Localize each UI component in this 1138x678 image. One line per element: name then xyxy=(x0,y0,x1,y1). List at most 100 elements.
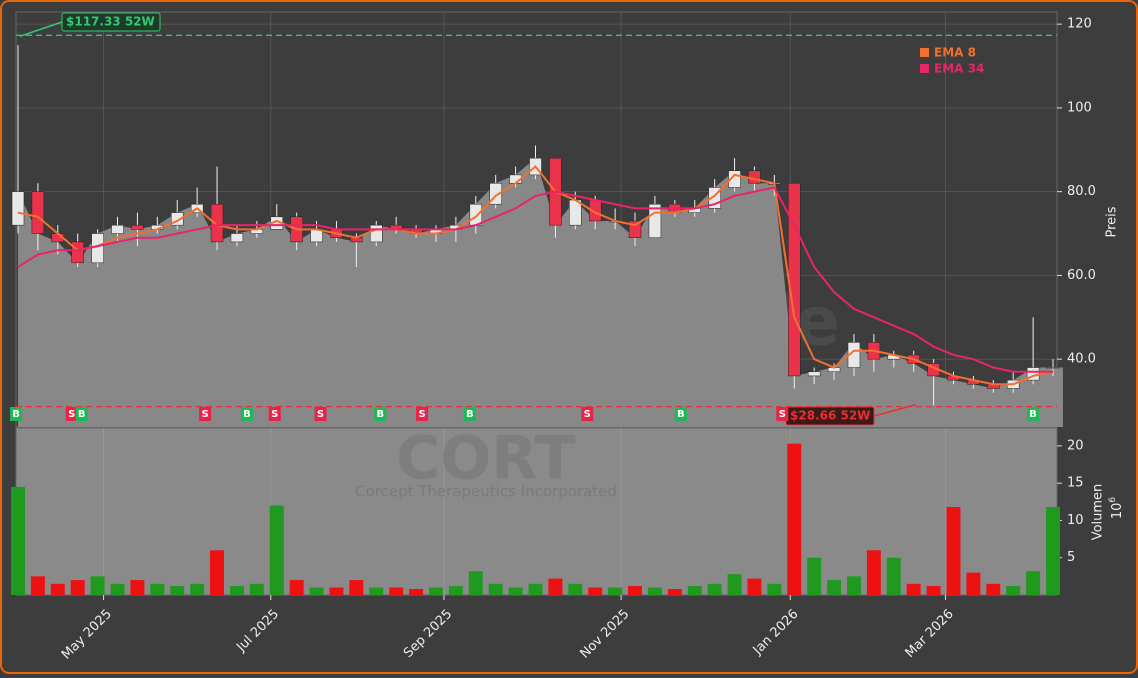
volume-bar xyxy=(827,580,842,595)
signal-box xyxy=(65,407,78,421)
candle-body xyxy=(230,233,244,243)
signal-box xyxy=(581,407,594,421)
volume-bar xyxy=(588,587,603,595)
signal-box xyxy=(374,407,387,421)
volume-bar xyxy=(1046,507,1060,595)
legend-label: EMA 34 xyxy=(934,62,984,76)
y-tick-label: 40.0 xyxy=(1067,352,1096,367)
volume-bar xyxy=(508,587,523,595)
y-tick-label: 15 xyxy=(1067,476,1084,491)
legend-swatch xyxy=(920,48,929,57)
volume-bar xyxy=(170,586,185,595)
signal-label: B xyxy=(466,409,474,420)
volume-bar xyxy=(628,586,642,595)
y-tick-label: 10 xyxy=(1067,513,1084,528)
volume-bar xyxy=(11,486,25,595)
volume-bar xyxy=(1026,571,1041,595)
volume-bar xyxy=(1006,586,1021,595)
volume-bar xyxy=(150,583,165,595)
candle-body xyxy=(71,241,84,264)
ema-line xyxy=(17,165,1054,386)
annotation-arrow xyxy=(19,21,63,38)
signal-box xyxy=(1027,407,1040,421)
volume-bar xyxy=(468,571,483,595)
volume-bar xyxy=(528,583,543,595)
signal-box xyxy=(10,407,22,421)
signal-label: B xyxy=(243,409,251,420)
signal-box xyxy=(463,407,476,421)
volume-bar xyxy=(329,587,344,595)
volume-bar xyxy=(747,578,762,595)
candle-body xyxy=(708,187,721,209)
legend-label: EMA 8 xyxy=(934,46,976,60)
volume-bar xyxy=(608,587,623,595)
annotation-box xyxy=(61,12,161,32)
candle-body xyxy=(91,233,104,264)
signal-box xyxy=(240,407,253,421)
y-axis-label: Preis xyxy=(1105,206,1120,237)
candle-body xyxy=(210,203,224,243)
y-tick-label: 60.0 xyxy=(1067,268,1096,283)
volume-bar xyxy=(249,583,264,595)
volume-bar xyxy=(687,586,702,595)
volume-bar xyxy=(369,587,384,595)
candle-body xyxy=(370,224,383,243)
volume-bar xyxy=(966,572,981,595)
volume-bar xyxy=(269,505,284,595)
candle-body xyxy=(788,183,801,377)
volume-bar xyxy=(926,586,941,595)
signal-box xyxy=(199,407,212,421)
annotation-label: $117.33 52W xyxy=(66,15,155,29)
volume-bar xyxy=(130,580,145,595)
y-tick-label: 5 xyxy=(1067,550,1075,565)
signal-box xyxy=(416,407,429,421)
volume-bar xyxy=(190,583,205,595)
volume-bar xyxy=(448,586,463,595)
volume-bar xyxy=(946,507,961,595)
signal-label: B xyxy=(12,409,20,420)
volume-bar xyxy=(50,583,65,595)
signal-label: B xyxy=(677,409,685,420)
signal-box xyxy=(674,407,687,421)
y-tick-label: 80.0 xyxy=(1067,184,1096,199)
signal-box xyxy=(75,407,88,421)
watermark-symbol: CORT xyxy=(396,424,576,494)
volume-bar xyxy=(727,574,742,595)
candle-body xyxy=(131,224,144,230)
annotation-label: $28.66 52W xyxy=(790,409,870,423)
signal-label: S xyxy=(584,409,591,420)
volume-bar xyxy=(767,583,782,595)
volume-bar xyxy=(289,580,304,595)
volume-bar xyxy=(886,557,901,595)
signal-label: B xyxy=(1029,409,1037,420)
y-axis-label: Volumen xyxy=(1091,484,1106,541)
candle-body xyxy=(807,371,821,377)
y-tick-label: 120 xyxy=(1067,17,1092,32)
volume-bar xyxy=(110,583,125,595)
candle-body xyxy=(31,191,45,234)
annotation-arrow xyxy=(873,403,917,417)
candle-body xyxy=(748,170,761,184)
volume-bar xyxy=(667,589,682,595)
candle-body xyxy=(469,203,483,226)
volume-bar xyxy=(847,576,861,595)
volume-bar xyxy=(229,586,244,595)
volume-bar xyxy=(647,587,662,595)
signal-box xyxy=(314,407,327,421)
volume-bar xyxy=(807,557,822,595)
signal-label: B xyxy=(78,409,86,420)
signal-label: S xyxy=(68,409,75,420)
candle-body xyxy=(1046,367,1060,369)
y-tick-label: 20 xyxy=(1067,438,1084,453)
candle-body xyxy=(648,203,662,238)
y-tick-label: 100 xyxy=(1067,100,1092,115)
volume-bar xyxy=(409,589,424,595)
volume-bar xyxy=(787,443,802,595)
signal-box xyxy=(268,407,281,421)
candle-body xyxy=(11,191,25,226)
candle-body xyxy=(111,224,124,234)
signal-label: S xyxy=(271,409,278,420)
volume-bar xyxy=(70,580,85,595)
multiplier-base: 10 xyxy=(1110,503,1125,520)
